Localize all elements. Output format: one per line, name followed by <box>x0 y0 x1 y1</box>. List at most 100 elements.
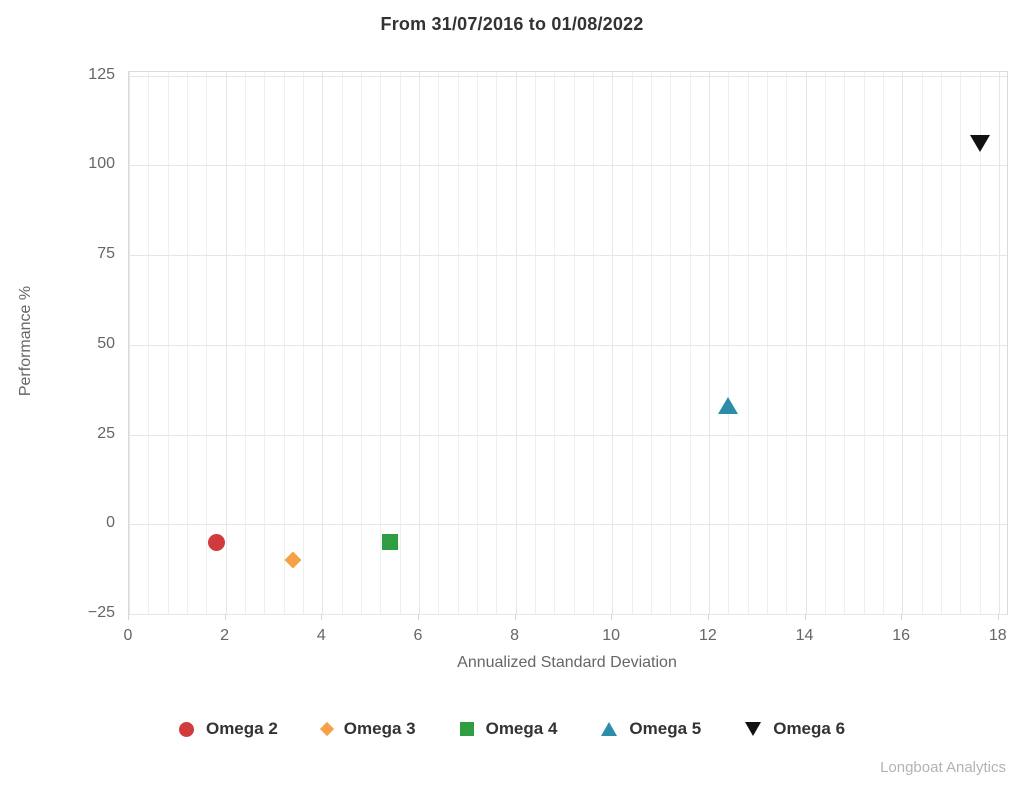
circle-icon <box>178 721 194 737</box>
x-tick-mark <box>707 614 709 620</box>
minor-v-gridline <box>380 72 382 614</box>
minor-v-gridline <box>960 72 962 614</box>
major-h-gridline <box>129 344 1007 346</box>
x-tick-mark <box>611 614 613 620</box>
credits-link[interactable]: Longboat Analytics <box>880 759 1006 776</box>
legend-item-omega-5[interactable]: Omega 5 <box>601 719 701 739</box>
major-h-gridline <box>129 614 1007 615</box>
x-tick-mark <box>417 614 419 620</box>
minor-v-gridline <box>360 72 362 614</box>
major-v-gridline <box>902 72 904 614</box>
minor-v-gridline <box>438 72 440 614</box>
x-tick-label: 0 <box>123 627 133 644</box>
y-tick-label: 125 <box>88 65 115 83</box>
minor-v-gridline <box>554 72 556 614</box>
triangle-down-icon <box>745 722 762 736</box>
legend-item-omega-6[interactable]: Omega 6 <box>745 719 845 739</box>
legend-label: Omega 2 <box>205 719 278 738</box>
x-tick-label: 6 <box>413 627 423 644</box>
x-tick-mark <box>804 614 806 620</box>
data-point-omega-4[interactable] <box>381 534 398 551</box>
minor-v-gridline <box>650 72 652 614</box>
x-tick-label: 8 <box>510 627 520 644</box>
minor-v-gridline <box>476 72 478 614</box>
x-tick-mark <box>901 614 903 620</box>
minor-v-gridline <box>747 72 749 614</box>
minor-v-gridline <box>573 72 575 614</box>
major-v-gridline <box>805 72 807 614</box>
x-tick-label: 2 <box>220 627 230 644</box>
y-tick-label: 25 <box>97 424 115 442</box>
major-h-gridline <box>129 165 1007 167</box>
x-tick-mark <box>321 614 323 620</box>
minor-v-gridline <box>457 72 459 614</box>
legend-label: Omega 6 <box>773 719 846 738</box>
y-tick-label: 75 <box>97 245 115 263</box>
triangle-up-icon <box>601 722 618 736</box>
minor-v-gridline <box>167 72 169 614</box>
minor-v-gridline <box>921 72 923 614</box>
diamond-icon <box>319 721 334 737</box>
major-h-gridline <box>129 434 1007 436</box>
major-h-gridline <box>129 524 1007 526</box>
x-axis-title: Annualized Standard Deviation <box>457 654 677 671</box>
plot-area <box>128 71 1008 615</box>
major-v-gridline <box>998 72 1000 614</box>
minor-v-gridline <box>399 72 401 614</box>
minor-v-gridline <box>283 72 285 614</box>
legend-label: Omega 3 <box>343 719 416 738</box>
minor-v-gridline <box>844 72 846 614</box>
minor-v-gridline <box>631 72 633 614</box>
major-v-gridline <box>418 72 420 614</box>
y-tick-label: 100 <box>88 155 115 173</box>
minor-v-gridline <box>206 72 208 614</box>
minor-v-gridline <box>264 72 266 614</box>
data-point-omega-5[interactable] <box>718 397 739 415</box>
minor-v-gridline <box>786 72 788 614</box>
minor-v-gridline <box>979 72 981 614</box>
minor-v-gridline <box>863 72 865 614</box>
data-point-omega-6[interactable] <box>969 135 990 153</box>
major-h-gridline <box>129 75 1007 77</box>
y-tick-label: 50 <box>97 334 115 352</box>
x-tick-mark <box>514 614 516 620</box>
y-tick-label: −25 <box>87 604 115 621</box>
minor-v-gridline <box>728 72 730 614</box>
minor-v-gridline <box>824 72 826 614</box>
minor-v-gridline <box>496 72 498 614</box>
y-tick-label: 0 <box>106 514 115 532</box>
legend-label: Omega 4 <box>485 719 558 738</box>
x-tick-label: 4 <box>316 627 326 644</box>
major-v-gridline <box>129 72 130 614</box>
major-h-gridline <box>129 255 1007 257</box>
x-tick-mark <box>128 614 129 620</box>
major-v-gridline <box>708 72 710 614</box>
legend-item-omega-3[interactable]: Omega 3 <box>319 719 416 739</box>
legend: Omega 2 Omega 3 Omega 4 Omega 5 Omega 6 <box>0 719 1024 739</box>
data-point-omega-2[interactable] <box>207 533 225 551</box>
minor-v-gridline <box>940 72 942 614</box>
minor-v-gridline <box>766 72 768 614</box>
minor-v-gridline <box>303 72 304 614</box>
x-tick-label: 18 <box>988 627 1007 644</box>
chart-title: From 31/07/2016 to 01/08/2022 <box>380 14 644 34</box>
major-v-gridline <box>515 72 517 614</box>
legend-item-omega-2[interactable]: Omega 2 <box>178 719 278 739</box>
x-tick-label: 16 <box>892 627 910 644</box>
x-tick-label: 14 <box>795 627 814 644</box>
legend-label: Omega 5 <box>629 719 702 738</box>
major-v-gridline <box>225 72 227 614</box>
y-axis-title: Performance % <box>17 285 34 397</box>
data-point-omega-3[interactable] <box>284 551 302 569</box>
square-icon <box>459 722 474 736</box>
x-tick-mark <box>224 614 226 620</box>
minor-v-gridline <box>245 72 246 614</box>
legend-item-omega-4[interactable]: Omega 4 <box>459 719 558 739</box>
x-tick-label: 10 <box>602 627 621 644</box>
x-tick-mark <box>997 614 999 620</box>
minor-v-gridline <box>187 72 188 614</box>
minor-v-gridline <box>148 72 150 614</box>
minor-v-gridline <box>689 72 691 614</box>
minor-v-gridline <box>592 72 594 614</box>
minor-v-gridline <box>882 72 884 614</box>
